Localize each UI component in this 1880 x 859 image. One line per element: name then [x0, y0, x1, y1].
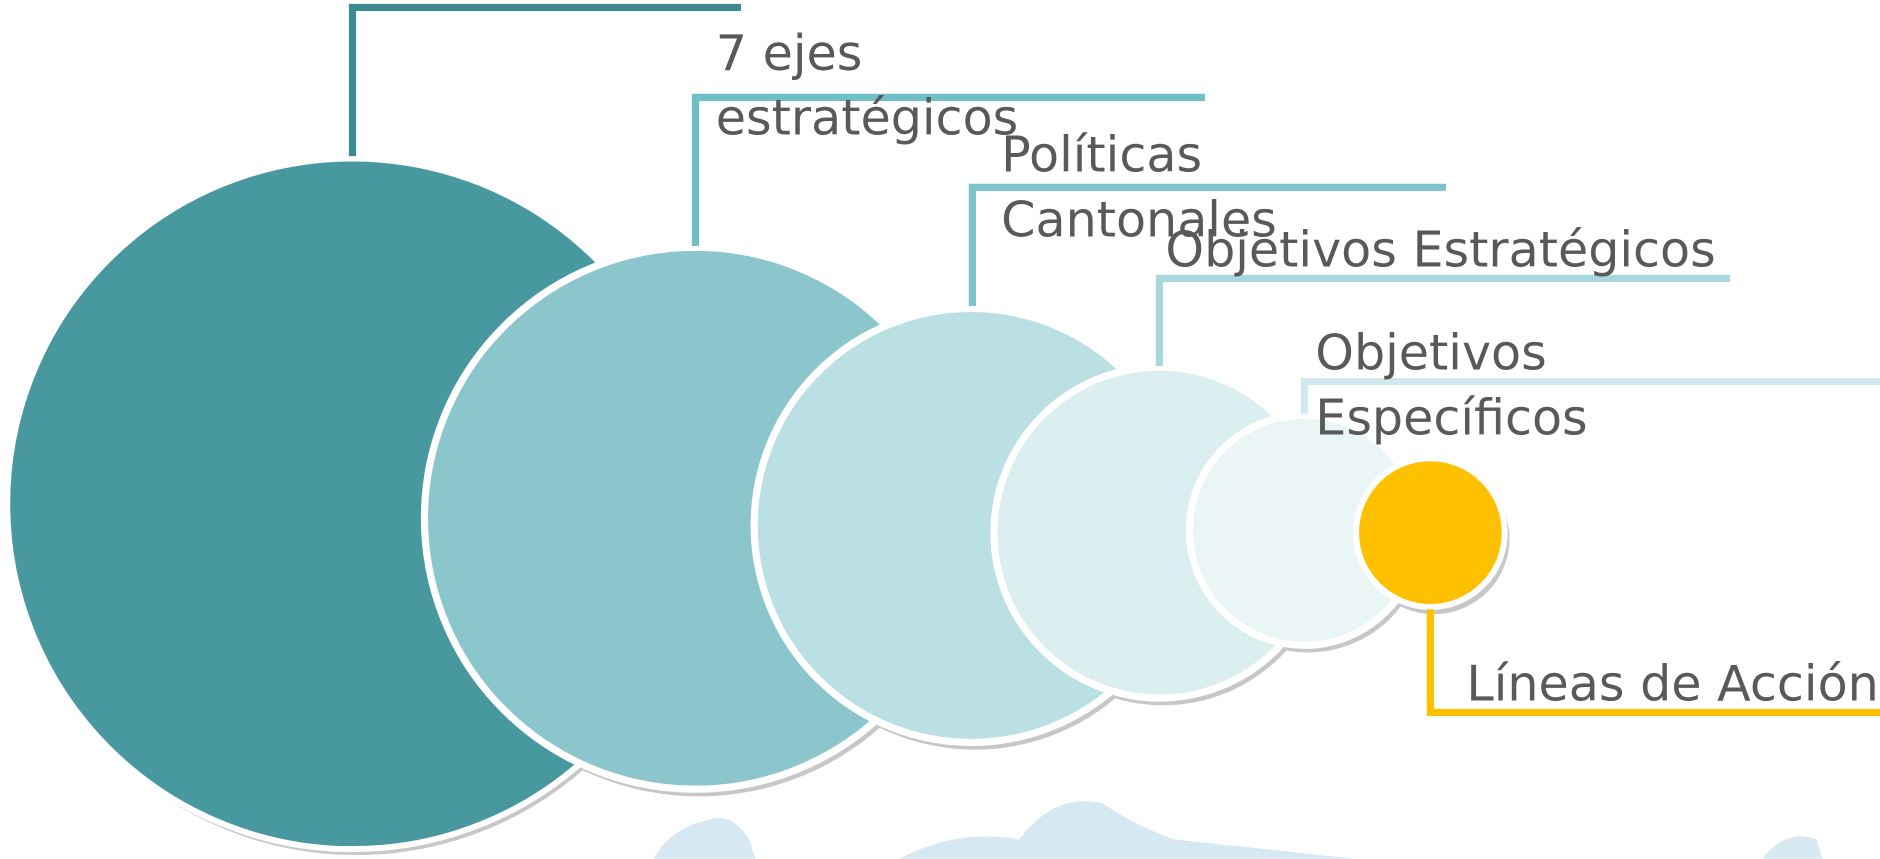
label-line: Objetivos Estratégicos [1165, 220, 1715, 278]
connector [353, 7, 741, 156]
label: Líneas de Acción [1466, 654, 1878, 712]
label-line: 7 ejes [716, 24, 863, 82]
label: 7 ejes estratégicos [716, 24, 1018, 147]
page: {"items": [ {"lines": ["7 ejes", "estrat… [0, 0, 1880, 859]
circle-lineas [1356, 458, 1505, 607]
background-silhouette [653, 801, 1822, 859]
label-line: Políticas [1001, 126, 1202, 184]
diagram: 7 ejes estratégicos Políticas Cantonales… [0, 0, 1880, 859]
label-line: Específicos [1315, 388, 1587, 446]
label: Objetivos Estratégicos [1165, 220, 1715, 278]
label-line: Líneas de Acción [1466, 654, 1878, 712]
label-line: estratégicos [716, 89, 1018, 147]
label-line: Objetivos [1315, 324, 1546, 382]
